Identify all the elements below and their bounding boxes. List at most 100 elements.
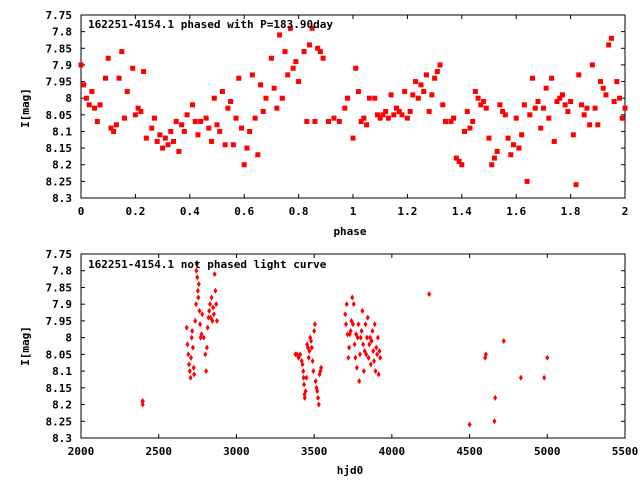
plot1-point (260, 108, 266, 114)
plot2-point (214, 301, 219, 308)
plot2-point (358, 334, 363, 341)
plot2-point (467, 421, 472, 428)
plot2-point (207, 307, 212, 314)
plot2-title: 162251-4154.1 not phased light curve (88, 258, 327, 271)
plot2-point (357, 351, 362, 358)
plot2-point (302, 381, 307, 388)
plot1-point (614, 79, 620, 85)
plot1-ytick-label: 8.25 (46, 175, 73, 188)
plot2-point (195, 274, 200, 281)
plot2-point (356, 321, 361, 328)
plot2-point (355, 334, 360, 341)
plot1-ytick-label: 8 (65, 92, 72, 105)
plot1-point (108, 125, 114, 131)
plot1-ytick-label: 8.3 (52, 192, 72, 205)
plot1-point (326, 118, 332, 124)
plot2-point (307, 348, 312, 355)
plot1-point (274, 105, 280, 111)
plot2-point (347, 344, 352, 351)
plot1-point (296, 79, 302, 85)
plot2-ylabel: I[mag] (19, 326, 32, 366)
plot1-point (124, 89, 130, 95)
plot1-point (423, 72, 429, 78)
plot1-point (543, 85, 549, 91)
plot2-point (312, 327, 317, 334)
plot1-point (513, 115, 519, 121)
plot2-ytick-label: 8.3 (52, 432, 72, 445)
plot2-xtick-label: 5500 (612, 445, 639, 458)
plot2-xtick-label: 4500 (456, 445, 483, 458)
plot1-point (396, 108, 402, 114)
plot1-point (576, 72, 582, 78)
plot2-point (493, 394, 498, 401)
plot1-xtick-label: 1.2 (397, 205, 417, 218)
plot2-point (373, 368, 378, 375)
plot2-point (374, 344, 379, 351)
plot2-ytick-label: 7.95 (46, 315, 73, 328)
plot1-point (538, 125, 544, 131)
plot1-point (603, 92, 609, 98)
plot1-point (263, 95, 269, 101)
plot2-point (360, 307, 365, 314)
plot1-ytick-label: 8.1 (52, 125, 72, 138)
plot1-point (551, 138, 557, 144)
plot2-point (313, 378, 318, 385)
plot1-point (500, 108, 506, 114)
plot1-point (598, 79, 604, 85)
plot1-point (383, 108, 389, 114)
plot1-point (181, 128, 187, 134)
plot2-point (364, 351, 369, 358)
plot2-point (140, 398, 145, 405)
plot2-point (365, 314, 370, 321)
plot1-xtick-label: 1.8 (561, 205, 581, 218)
plot2-point (187, 361, 192, 368)
plot1-point (456, 158, 462, 164)
plot2-point (306, 354, 311, 361)
plot2-ytick-label: 8 (65, 332, 72, 345)
plot1-point (622, 105, 628, 111)
plot1-point (562, 102, 568, 108)
plot1-point (453, 155, 459, 161)
plot2-point (140, 401, 145, 408)
plot1-point (149, 125, 155, 131)
plot2-point (309, 344, 314, 351)
plot1-point (530, 75, 536, 81)
plot1-point (217, 128, 223, 134)
plot1-point (549, 75, 555, 81)
plot2-xlabel: hjd0 (337, 464, 364, 477)
plot1-point (570, 132, 576, 138)
plot1-point (355, 89, 361, 95)
plot1-point (617, 95, 623, 101)
plot1-point (440, 102, 446, 108)
plot1-point (464, 108, 470, 114)
plot2-point (200, 311, 205, 318)
plot1-point (554, 99, 560, 105)
plot1-point (402, 89, 408, 95)
plot2-point (310, 358, 315, 365)
plot1-xtick-label: 2 (622, 205, 629, 218)
plot2-point (301, 368, 306, 375)
plot2-point (427, 291, 432, 298)
plot1-xlabel: phase (333, 225, 366, 238)
plot1-point (494, 148, 500, 154)
plot1-point (214, 122, 220, 128)
plot1-point (331, 115, 337, 121)
plot2-ytick-label: 7.8 (52, 265, 72, 278)
plot2-point (375, 334, 380, 341)
plot1-point (168, 128, 174, 134)
plot2-point (303, 388, 308, 395)
plot1-point (206, 125, 212, 131)
plot1-ytick-label: 7.75 (46, 9, 73, 22)
plot2-point (195, 287, 200, 294)
plot2-point (206, 314, 211, 321)
plot1-point (111, 128, 117, 134)
plot2-xtick-label: 3500 (301, 445, 328, 458)
plot1-point (173, 118, 179, 124)
plot1-point (462, 128, 468, 134)
plot1-ytick-label: 7.85 (46, 42, 73, 55)
plot1-point (105, 55, 111, 61)
plot1-point (78, 62, 84, 68)
plot1-point (222, 142, 228, 148)
plot2-point (351, 321, 355, 328)
plot2-point (376, 371, 381, 378)
